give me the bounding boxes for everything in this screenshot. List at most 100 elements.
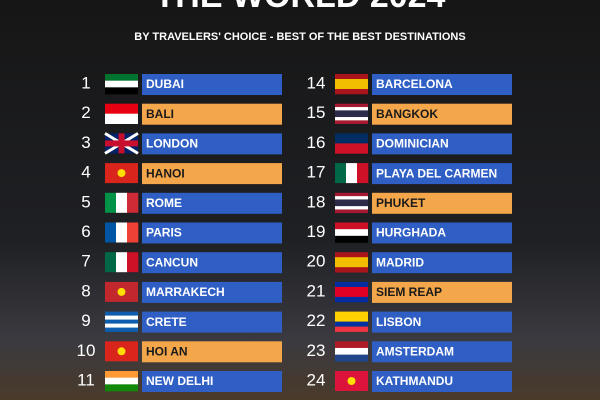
name-bar: [142, 371, 282, 392]
flag: [105, 80, 138, 88]
flag: [127, 222, 139, 243]
flag: [105, 319, 138, 324]
ranking-row: 16 DOMINICIAN: [307, 133, 512, 155]
rank: 8: [81, 281, 90, 300]
name-bar: [142, 281, 282, 303]
flag: [105, 323, 138, 328]
flag: [105, 311, 138, 316]
rank: 10: [77, 341, 96, 360]
flag: [335, 222, 368, 230]
name-bar: [372, 103, 512, 125]
ranking-row: 1 DUBAI: [81, 73, 282, 95]
destination-name: CANCUN: [146, 255, 198, 269]
flag: [105, 222, 117, 243]
ranking-row: 7 CANCUN: [81, 252, 282, 274]
ranking-row: 5 ROME: [81, 192, 282, 214]
subtitle: BY TRAVELERS' CHOICE - BEST OF THE BEST …: [134, 31, 465, 43]
ranking-row: 19 HURGHADA: [307, 222, 512, 244]
flag: [105, 371, 138, 378]
ranking-row: 21 SIEM REAP: [307, 281, 512, 303]
flag: [335, 103, 368, 108]
destination-name: HURGHADA: [376, 226, 446, 240]
flag: [335, 163, 347, 184]
flag: [127, 192, 139, 213]
flag: [357, 163, 369, 184]
name-bar: [372, 163, 512, 185]
ranking-row: 3 LONDON: [81, 132, 282, 155]
flag: [105, 74, 138, 81]
rank: 9: [81, 311, 90, 330]
flag: [105, 384, 138, 392]
rank: 2: [81, 103, 90, 122]
flag: [335, 199, 368, 204]
rank: 11: [77, 370, 95, 389]
flag: [335, 196, 368, 200]
title: THE WORLD 2024: [155, 0, 446, 15]
ranking-row: 17 PLAYA DEL CARMEN: [307, 163, 512, 185]
rank: 24: [307, 370, 326, 389]
rank: 7: [81, 252, 90, 271]
name-bar: [372, 371, 512, 392]
name-bar: [372, 192, 512, 214]
flag: [335, 257, 368, 263]
flag: [347, 377, 356, 385]
flag: [335, 84, 368, 90]
ranking-row: 23 AMSTERDAM: [307, 341, 512, 363]
rank: 6: [81, 222, 90, 241]
flag: [116, 222, 128, 243]
destination-name: NEW DELHI: [146, 374, 213, 388]
destination-name: AMSTERDAM: [376, 344, 454, 358]
ranking-row: 8 MARRAKECH: [81, 281, 282, 303]
ranking-row: 20 MADRID: [307, 252, 512, 274]
ranking-row: 4 HANOI: [81, 163, 282, 185]
name-bar: [142, 341, 282, 363]
flag: [335, 110, 368, 114]
flag: [335, 296, 368, 303]
name-bar: [372, 341, 512, 363]
flag: [335, 113, 368, 118]
name-bar: [142, 252, 282, 274]
flag: [335, 262, 368, 268]
flag: [105, 377, 138, 385]
flag: [117, 169, 126, 178]
flag: [335, 133, 368, 144]
rank: 4: [81, 163, 90, 182]
flag: [335, 341, 368, 349]
flag: [335, 267, 368, 273]
flag: [105, 113, 138, 124]
rank: 18: [307, 192, 326, 211]
flag: [105, 87, 138, 95]
ranking-row: 9 CRETE: [81, 311, 282, 333]
destination-name: MARRAKECH: [146, 285, 225, 299]
flag: [117, 347, 126, 356]
rank: 22: [307, 311, 326, 330]
flag: [335, 326, 368, 332]
destination-name: BANGKOK: [376, 107, 438, 121]
destination-name: DUBAI: [146, 77, 184, 91]
ranking-list: 1 DUBAI 2 BALI 3 LONDON 4 HANOI 5 ROME 6 PARIS 7 CANC…: [77, 73, 512, 392]
flag: [105, 327, 138, 332]
flag: [117, 287, 126, 296]
flag: [335, 202, 368, 207]
flag: [335, 107, 368, 111]
ranking-row: 24 KATHMANDU: [307, 370, 512, 392]
destination-name: MADRID: [376, 255, 424, 269]
name-bar: [142, 222, 282, 244]
destination-name: HANOI: [146, 166, 185, 180]
flag: [105, 315, 138, 320]
name-bar: [372, 252, 512, 274]
destination-name: CRETE: [146, 315, 187, 329]
ranking-row: 15 BANGKOK: [307, 103, 512, 125]
flag: [127, 252, 139, 273]
flag: [335, 354, 368, 362]
ranking-row: 18 PHUKET: [307, 192, 512, 214]
flag: [335, 252, 368, 258]
ranking-row: 14 BARCELONA: [307, 73, 512, 95]
destination-name: LONDON: [146, 137, 198, 151]
flag: [335, 143, 368, 154]
flag: [335, 206, 368, 210]
ranking-row: 22 LISBON: [307, 311, 512, 333]
destination-name: SIEM REAP: [376, 285, 442, 299]
flag: [335, 117, 368, 121]
